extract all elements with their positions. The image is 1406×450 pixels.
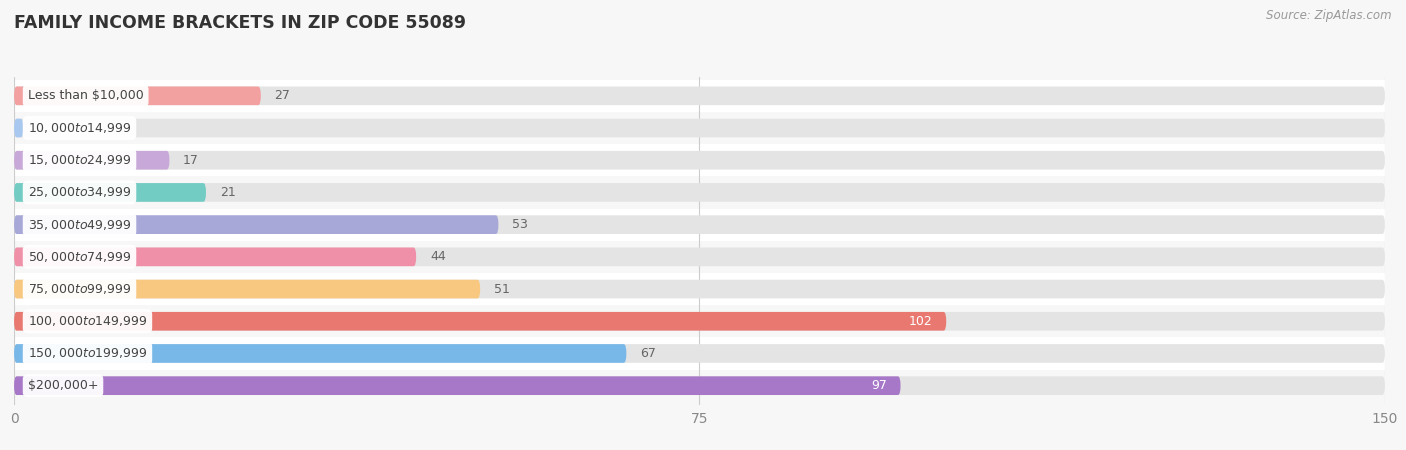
FancyBboxPatch shape — [14, 305, 1385, 338]
Text: Less than $10,000: Less than $10,000 — [28, 89, 143, 102]
FancyBboxPatch shape — [14, 280, 481, 298]
FancyBboxPatch shape — [14, 344, 1385, 363]
Text: Source: ZipAtlas.com: Source: ZipAtlas.com — [1267, 9, 1392, 22]
Text: $50,000 to $74,999: $50,000 to $74,999 — [28, 250, 131, 264]
FancyBboxPatch shape — [14, 151, 170, 170]
Text: 17: 17 — [183, 154, 200, 167]
FancyBboxPatch shape — [14, 312, 946, 331]
FancyBboxPatch shape — [14, 248, 1385, 266]
FancyBboxPatch shape — [14, 119, 1385, 137]
FancyBboxPatch shape — [14, 215, 499, 234]
FancyBboxPatch shape — [14, 176, 1385, 208]
FancyBboxPatch shape — [14, 80, 1385, 112]
FancyBboxPatch shape — [14, 338, 1385, 369]
Text: $25,000 to $34,999: $25,000 to $34,999 — [28, 185, 131, 199]
FancyBboxPatch shape — [14, 144, 1385, 176]
Text: 1: 1 — [37, 122, 45, 135]
FancyBboxPatch shape — [14, 151, 1385, 170]
Text: $10,000 to $14,999: $10,000 to $14,999 — [28, 121, 131, 135]
Text: 21: 21 — [219, 186, 235, 199]
FancyBboxPatch shape — [14, 86, 1385, 105]
FancyBboxPatch shape — [14, 208, 1385, 241]
FancyBboxPatch shape — [14, 112, 1385, 144]
FancyBboxPatch shape — [14, 248, 416, 266]
Text: 44: 44 — [430, 250, 446, 263]
FancyBboxPatch shape — [14, 280, 1385, 298]
FancyBboxPatch shape — [14, 369, 1385, 402]
FancyBboxPatch shape — [14, 312, 1385, 331]
Text: FAMILY INCOME BRACKETS IN ZIP CODE 55089: FAMILY INCOME BRACKETS IN ZIP CODE 55089 — [14, 14, 465, 32]
FancyBboxPatch shape — [14, 215, 1385, 234]
Text: $200,000+: $200,000+ — [28, 379, 98, 392]
FancyBboxPatch shape — [14, 376, 900, 395]
Text: $100,000 to $149,999: $100,000 to $149,999 — [28, 314, 148, 328]
Text: 67: 67 — [640, 347, 657, 360]
FancyBboxPatch shape — [14, 183, 1385, 202]
FancyBboxPatch shape — [14, 86, 262, 105]
Text: 27: 27 — [274, 89, 291, 102]
Text: 102: 102 — [908, 315, 932, 328]
Text: 53: 53 — [512, 218, 529, 231]
Text: 97: 97 — [870, 379, 887, 392]
FancyBboxPatch shape — [14, 273, 1385, 305]
Text: $35,000 to $49,999: $35,000 to $49,999 — [28, 218, 131, 232]
FancyBboxPatch shape — [14, 119, 22, 137]
Text: $75,000 to $99,999: $75,000 to $99,999 — [28, 282, 131, 296]
FancyBboxPatch shape — [14, 376, 1385, 395]
Text: 51: 51 — [494, 283, 510, 296]
FancyBboxPatch shape — [14, 183, 207, 202]
FancyBboxPatch shape — [14, 241, 1385, 273]
FancyBboxPatch shape — [14, 344, 627, 363]
Text: $15,000 to $24,999: $15,000 to $24,999 — [28, 153, 131, 167]
Text: $150,000 to $199,999: $150,000 to $199,999 — [28, 346, 148, 360]
